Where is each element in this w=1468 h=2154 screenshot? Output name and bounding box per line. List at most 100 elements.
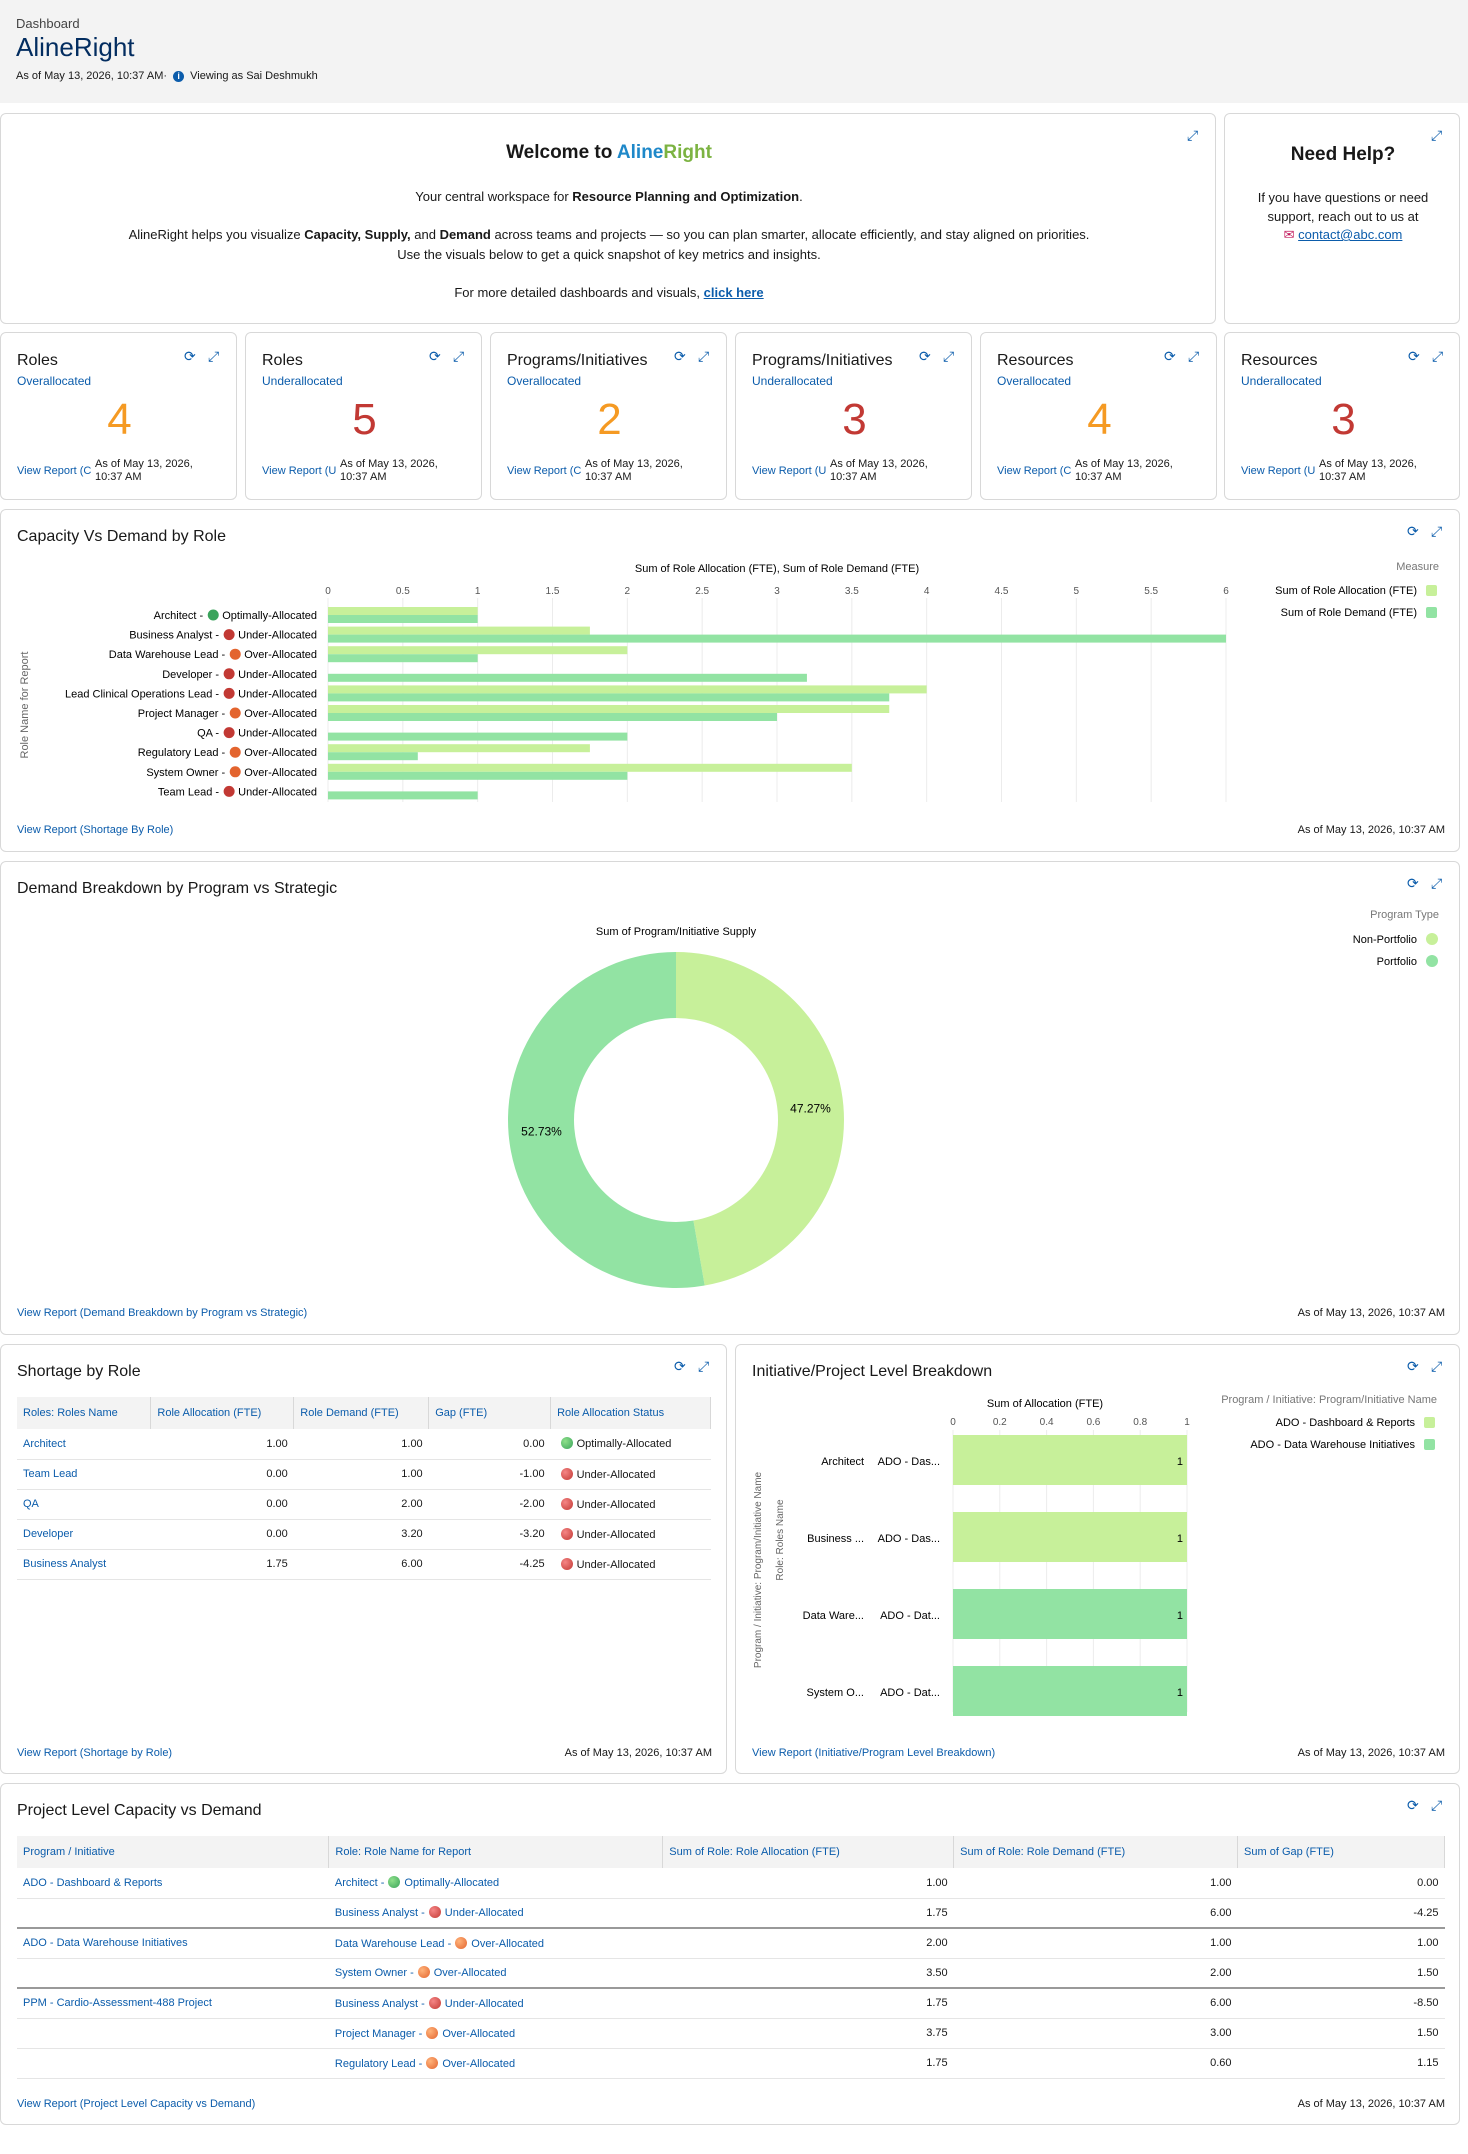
program-cell[interactable] xyxy=(17,2018,329,2049)
view-report-link[interactable]: View Report (U xyxy=(1241,465,1316,477)
role-name-link[interactable]: Developer xyxy=(17,1519,151,1550)
project-level-card: Project Level Capacity vs Demand ⟳ ⤢ Pro… xyxy=(0,1783,1460,2125)
info-icon[interactable]: i xyxy=(173,71,185,82)
role-cell[interactable]: Data Warehouse Lead - Over-Allocated xyxy=(328,1928,663,1959)
bar xyxy=(328,607,478,615)
program-cell[interactable]: ADO - Data Warehouse Initiatives xyxy=(17,1928,329,1959)
expand-icon[interactable]: ⤢ xyxy=(698,348,710,364)
expand-icon[interactable]: ⤢ xyxy=(1431,523,1443,539)
expand-icon[interactable]: ⤢ xyxy=(1431,1358,1443,1374)
gap-cell: -8.50 xyxy=(1237,1988,1445,2019)
expand-icon[interactable]: ⤢ xyxy=(453,348,465,364)
view-report-link[interactable]: View Report (Initiative/Program Level Br… xyxy=(752,1747,996,1759)
expand-icon[interactable]: ⤢ xyxy=(1431,127,1443,143)
x-tick-label: 0.8 xyxy=(1133,1417,1147,1428)
bar xyxy=(953,1512,1187,1562)
x-tick-label: 0.6 xyxy=(1086,1417,1100,1428)
refresh-icon[interactable]: ⟳ xyxy=(184,348,196,364)
kpi-title: Roles xyxy=(262,352,303,369)
column-header[interactable]: Role: Role Name for Report xyxy=(328,1836,664,1868)
column-header[interactable]: Program / Initiative xyxy=(17,1836,330,1868)
x-tick-label: 2 xyxy=(625,586,631,597)
view-report-link[interactable]: View Report (C xyxy=(997,465,1072,477)
status-dot-icon xyxy=(223,687,235,699)
refresh-icon[interactable]: ⟳ xyxy=(429,348,441,364)
program-cell[interactable]: PPM - Cardio-Assessment-488 Project xyxy=(17,1988,329,2019)
role-name-link[interactable]: Architect xyxy=(17,1429,151,1460)
refresh-icon[interactable]: ⟳ xyxy=(674,348,686,364)
x-tick-label: 3.5 xyxy=(845,586,859,597)
view-report-link[interactable]: View Report (Project Level Capacity vs D… xyxy=(17,2098,256,2110)
expand-icon[interactable]: ⤢ xyxy=(1432,348,1444,364)
role-name-link[interactable]: Team Lead xyxy=(17,1459,151,1490)
column-header[interactable]: Role Allocation (FTE) xyxy=(150,1397,295,1429)
category-label: System Owner - Over-Allocated xyxy=(146,767,317,779)
kpi-timestamp: As of May 13, 2026, xyxy=(340,458,438,470)
status-text: Optimally-Allocated xyxy=(404,1877,500,1890)
view-report-link[interactable]: View Report (U xyxy=(262,465,337,477)
program-cell[interactable] xyxy=(17,2048,329,2079)
refresh-icon[interactable]: ⟳ xyxy=(1407,1358,1419,1374)
x-tick-label: 0 xyxy=(325,586,331,597)
expand-icon[interactable]: ⤢ xyxy=(208,348,220,364)
kpi-timestamp: As of May 13, 2026, xyxy=(585,458,683,470)
column-header[interactable]: Role Demand (FTE) xyxy=(293,1397,430,1429)
view-report-link[interactable]: View Report (C xyxy=(17,465,92,477)
kpi-subtitle: Underallocated xyxy=(752,374,833,388)
category-label: Lead Clinical Operations Lead - Under-Al… xyxy=(65,688,317,700)
bar xyxy=(328,763,852,772)
role-cell[interactable]: Architect - Optimally-Allocated xyxy=(328,1868,663,1899)
email-link[interactable]: contact@abc.com xyxy=(1298,227,1403,242)
legend-swatch xyxy=(1426,585,1437,596)
expand-icon[interactable]: ⤢ xyxy=(1431,875,1443,891)
refresh-icon[interactable]: ⟳ xyxy=(1164,348,1176,364)
allocation-cell: 3.50 xyxy=(662,1958,954,1989)
expand-icon[interactable]: ⤢ xyxy=(1431,1797,1443,1813)
column-header[interactable]: Sum of Role: Role Allocation (FTE) xyxy=(662,1836,955,1868)
expand-icon[interactable]: ⤢ xyxy=(943,348,955,364)
role-cell[interactable]: System Owner - Over-Allocated xyxy=(328,1958,663,1989)
column-header[interactable]: Gap (FTE) xyxy=(428,1397,552,1429)
program-cell[interactable]: ADO - Dashboard & Reports xyxy=(17,1868,329,1899)
column-header[interactable]: Sum of Role: Role Demand (FTE) xyxy=(953,1836,1239,1868)
refresh-icon[interactable]: ⟳ xyxy=(1408,348,1420,364)
refresh-icon[interactable]: ⟳ xyxy=(1407,523,1419,539)
page-header: Dashboard AlineRight As of May 13, 2026,… xyxy=(0,0,1468,103)
expand-icon[interactable]: ⤢ xyxy=(1187,127,1199,143)
y-axis-label: Role Name for Report xyxy=(19,652,31,759)
legend-label: Sum of Role Demand (FTE) xyxy=(1281,607,1417,619)
legend-swatch xyxy=(1426,933,1438,945)
refresh-icon[interactable]: ⟳ xyxy=(1407,875,1419,891)
role-cell[interactable]: Business Analyst - Under-Allocated xyxy=(328,1898,663,1929)
role-cell[interactable]: Business Analyst - Under-Allocated xyxy=(328,1988,663,2019)
program-cell[interactable] xyxy=(17,1958,329,1989)
column-header[interactable]: Role Allocation Status xyxy=(550,1397,711,1429)
x-tick-label: 0.2 xyxy=(993,1417,1007,1428)
refresh-icon[interactable]: ⟳ xyxy=(919,348,931,364)
role-cell[interactable]: Project Manager - Over-Allocated xyxy=(328,2018,663,2049)
allocation-cell: 0.00 xyxy=(150,1489,294,1520)
click-here-link[interactable]: click here xyxy=(703,285,764,300)
program-cell[interactable] xyxy=(17,1898,329,1929)
timestamp: As of May 13, 2026, 10:37 AM xyxy=(1297,2098,1445,2110)
expand-icon[interactable]: ⤢ xyxy=(1188,348,1200,364)
initiative-card: Initiative/Project Level Breakdown ⟳ ⤢ S… xyxy=(735,1344,1460,1774)
role-name-link[interactable]: QA xyxy=(17,1489,151,1520)
bar xyxy=(328,626,590,635)
role-label: Architect xyxy=(821,1456,864,1468)
bar xyxy=(328,732,628,741)
column-header[interactable]: Roles: Roles Name xyxy=(17,1397,152,1429)
view-report-link[interactable]: View Report (Demand Breakdown by Program… xyxy=(17,1307,308,1319)
column-header[interactable]: Sum of Gap (FTE) xyxy=(1237,1836,1445,1868)
refresh-icon[interactable]: ⟳ xyxy=(674,1358,686,1374)
view-report-link[interactable]: View Report (Shortage by Role) xyxy=(17,1747,173,1759)
view-report-link[interactable]: View Report (Shortage By Role) xyxy=(17,824,174,836)
refresh-icon[interactable]: ⟳ xyxy=(1407,1797,1419,1813)
view-report-link[interactable]: View Report (C xyxy=(507,465,582,477)
view-report-link[interactable]: View Report (U xyxy=(752,465,827,477)
allocation-cell: 1.75 xyxy=(150,1549,294,1580)
role-name-link[interactable]: Business Analyst xyxy=(17,1549,151,1580)
role-cell[interactable]: Regulatory Lead - Over-Allocated xyxy=(328,2048,663,2079)
table-row: System Owner - Over-Allocated 3.50 2.00 1.50 xyxy=(17,1958,1445,1989)
expand-icon[interactable]: ⤢ xyxy=(698,1358,710,1374)
